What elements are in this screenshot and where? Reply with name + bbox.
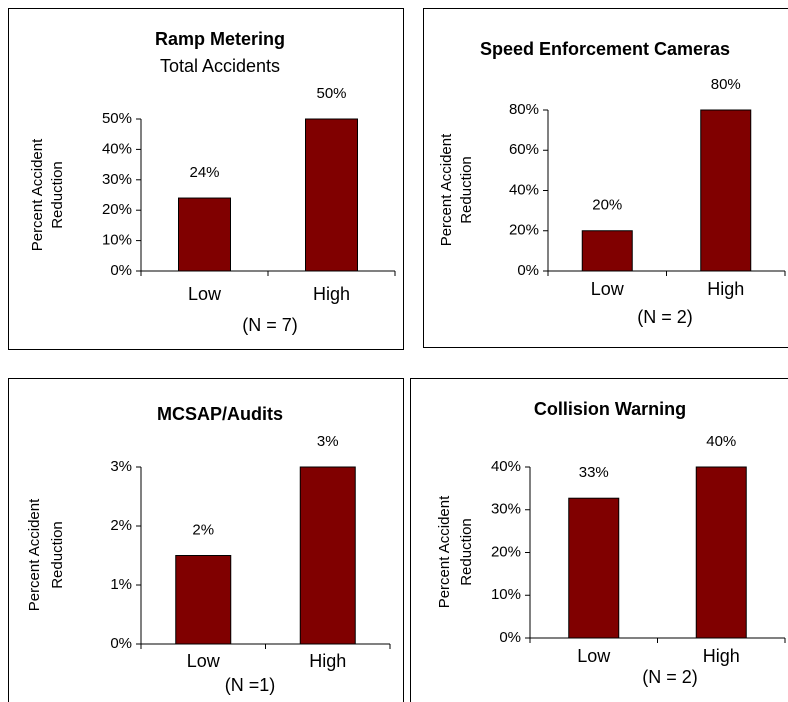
y-axis-label: Percent Accident bbox=[438, 133, 455, 246]
x-tick-label: Low bbox=[187, 651, 221, 671]
data-label: 80% bbox=[711, 76, 741, 93]
annotation: (N =1) bbox=[225, 675, 276, 695]
bar bbox=[305, 118, 358, 272]
y-tick-label: 40% bbox=[509, 181, 539, 198]
y-tick-label: 20% bbox=[509, 222, 539, 239]
x-tick-label: Low bbox=[188, 284, 222, 304]
y-axis-label: Percent Accident bbox=[436, 495, 453, 608]
y-tick-label: 60% bbox=[509, 141, 539, 158]
panel-border bbox=[8, 8, 404, 350]
y-tick-label: 10% bbox=[102, 232, 132, 249]
x-tick-label: High bbox=[703, 646, 740, 666]
y-tick-label: 40% bbox=[491, 458, 521, 475]
chart-title: Speed Enforcement Cameras bbox=[480, 39, 730, 59]
bar bbox=[299, 466, 356, 645]
y-tick-label: 0% bbox=[110, 635, 132, 652]
y-tick-label: 0% bbox=[499, 629, 521, 646]
y-tick-label: 1% bbox=[110, 576, 132, 593]
y-tick-label: 2% bbox=[110, 517, 132, 534]
x-tick-label: High bbox=[309, 651, 346, 671]
panel-border bbox=[410, 378, 788, 702]
data-label: 3% bbox=[317, 433, 339, 450]
data-label: 50% bbox=[316, 85, 346, 102]
chart-title: Ramp Metering bbox=[155, 29, 285, 49]
y-tick-label: 20% bbox=[102, 201, 132, 218]
bar bbox=[568, 497, 620, 639]
data-label: 2% bbox=[192, 521, 214, 538]
y-tick-label: 50% bbox=[102, 110, 132, 127]
x-tick-label: High bbox=[313, 284, 350, 304]
panel-border bbox=[8, 378, 404, 702]
data-label: 24% bbox=[189, 164, 219, 181]
data-label: 20% bbox=[592, 197, 622, 214]
bar bbox=[175, 555, 232, 645]
y-axis-label: Percent Accident bbox=[26, 498, 43, 611]
y-tick-label: 20% bbox=[491, 543, 521, 560]
bar bbox=[695, 466, 747, 639]
y-tick-label: 30% bbox=[102, 171, 132, 188]
data-label: 40% bbox=[706, 433, 736, 450]
bar bbox=[581, 230, 633, 272]
chart-title: MCSAP/Audits bbox=[157, 404, 283, 424]
x-tick-label: High bbox=[707, 279, 744, 299]
x-tick-label: Low bbox=[591, 279, 625, 299]
x-tick-label: Low bbox=[577, 646, 611, 666]
data-label: 33% bbox=[579, 464, 609, 481]
y-axis-label: Percent Accident bbox=[29, 138, 46, 251]
chart-title: Collision Warning bbox=[534, 399, 686, 419]
annotation: (N = 7) bbox=[242, 315, 298, 335]
bar bbox=[700, 109, 752, 272]
y-tick-label: 40% bbox=[102, 140, 132, 157]
annotation: (N = 2) bbox=[637, 307, 693, 327]
y-tick-label: 0% bbox=[517, 262, 539, 279]
y-axis-label: Reduction bbox=[458, 156, 475, 224]
y-tick-label: 0% bbox=[110, 262, 132, 279]
y-axis-label: Reduction bbox=[49, 161, 66, 229]
annotation: (N = 2) bbox=[642, 667, 698, 687]
y-axis-label: Reduction bbox=[49, 521, 66, 589]
panel-border bbox=[423, 8, 788, 348]
y-tick-label: 30% bbox=[491, 501, 521, 518]
y-tick-label: 10% bbox=[491, 586, 521, 603]
chart-subtitle: Total Accidents bbox=[160, 56, 280, 76]
y-tick-label: 80% bbox=[509, 101, 539, 118]
y-tick-label: 3% bbox=[110, 458, 132, 475]
bar bbox=[178, 197, 231, 272]
y-axis-label: Reduction bbox=[458, 518, 475, 586]
